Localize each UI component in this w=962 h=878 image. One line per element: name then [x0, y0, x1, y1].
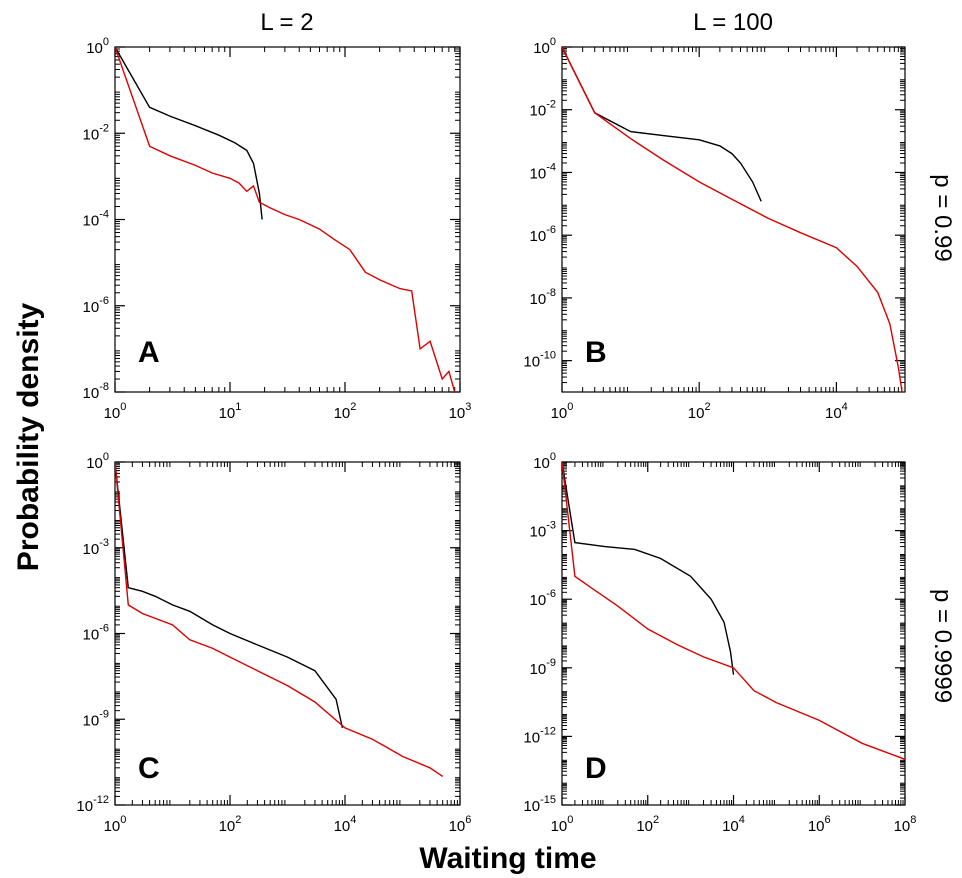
x-tick-label: 103 [449, 401, 472, 422]
x-tick-label: 100 [104, 814, 127, 835]
y-tick-label: 10-9 [83, 708, 109, 729]
x-tick-label: 102 [688, 401, 711, 422]
row-title-top: p = 0.99 [929, 174, 956, 261]
y-axis-title: Probability density [12, 302, 45, 571]
y-tick-label: 10-8 [530, 287, 556, 308]
column-title-right: L = 100 [693, 9, 773, 36]
x-tick-label: 108 [894, 814, 917, 835]
panel-B: 100 102 104 10-10 10-8 10-6 10-4 10-2 100 B [523, 36, 906, 422]
y-tick-label: 100 [86, 451, 109, 472]
series-line-black [562, 462, 735, 675]
plot-frame [561, 461, 906, 806]
panel-C: 100 102 104 106 10-12 10-9 10-6 10-3 100 C [76, 451, 471, 835]
series-line-black [562, 47, 762, 202]
y-tick-label: 10-15 [523, 794, 556, 815]
y-tick-label: 10-12 [76, 794, 109, 815]
x-tick-label: 102 [636, 814, 659, 835]
series-line-red [115, 462, 444, 777]
x-tick-label: 106 [808, 814, 831, 835]
y-tick-label: 10-6 [530, 588, 556, 609]
y-tick-label: 10-4 [83, 209, 109, 230]
plot-frame [114, 461, 461, 806]
y-tick-label: 10-6 [83, 295, 109, 316]
panel-letter: C [138, 752, 160, 785]
x-tick-label: 104 [722, 814, 745, 835]
panel-A: 100 101 102 103 10-8 10-6 10-4 10-2 100 A [83, 36, 472, 422]
x-tick-label: 106 [449, 814, 472, 835]
series-line-black [115, 47, 263, 220]
y-tick-label: 10-12 [523, 725, 556, 746]
y-tick-label: 10-4 [530, 161, 556, 182]
series-line-red [115, 47, 456, 392]
x-axis-title: Waiting time [419, 842, 596, 875]
x-tick-label: 100 [551, 814, 574, 835]
x-tick-label: 100 [104, 401, 127, 422]
y-tick-label: 10-10 [523, 350, 556, 371]
y-tick-label: 10-2 [83, 122, 109, 143]
series-line-red [562, 462, 905, 760]
y-tick-label: 10-6 [530, 224, 556, 245]
x-tick-label: 104 [825, 401, 848, 422]
panel-letter: B [585, 336, 607, 369]
plot-frame [561, 46, 906, 393]
y-tick-label: 100 [533, 451, 556, 472]
y-tick-label: 10-9 [530, 657, 556, 678]
row-title-bottom: p = 0.9999 [929, 589, 956, 703]
series-line-black [115, 462, 344, 729]
plot-frame [114, 46, 461, 393]
column-title-left: L = 2 [260, 9, 313, 36]
y-tick-label: 10-2 [530, 99, 556, 120]
y-tick-label: 10-3 [83, 537, 109, 558]
y-tick-label: 10-3 [530, 520, 556, 541]
x-tick-label: 102 [219, 814, 242, 835]
y-tick-label: 10-8 [83, 381, 109, 402]
series-line-red [562, 47, 903, 392]
y-tick-label: 10-6 [83, 623, 109, 644]
panel-D: 100 102 104 106 108 10-15 10-12 10-9 10-6 10-3 100… [523, 451, 916, 835]
x-tick-label: 102 [334, 401, 357, 422]
x-tick-label: 104 [334, 814, 357, 835]
panel-letter: D [585, 752, 607, 785]
y-tick-label: 100 [533, 36, 556, 57]
y-tick-label: 100 [86, 36, 109, 57]
x-tick-label: 100 [551, 401, 574, 422]
panel-letter: A [138, 336, 160, 369]
x-tick-label: 101 [219, 401, 242, 422]
